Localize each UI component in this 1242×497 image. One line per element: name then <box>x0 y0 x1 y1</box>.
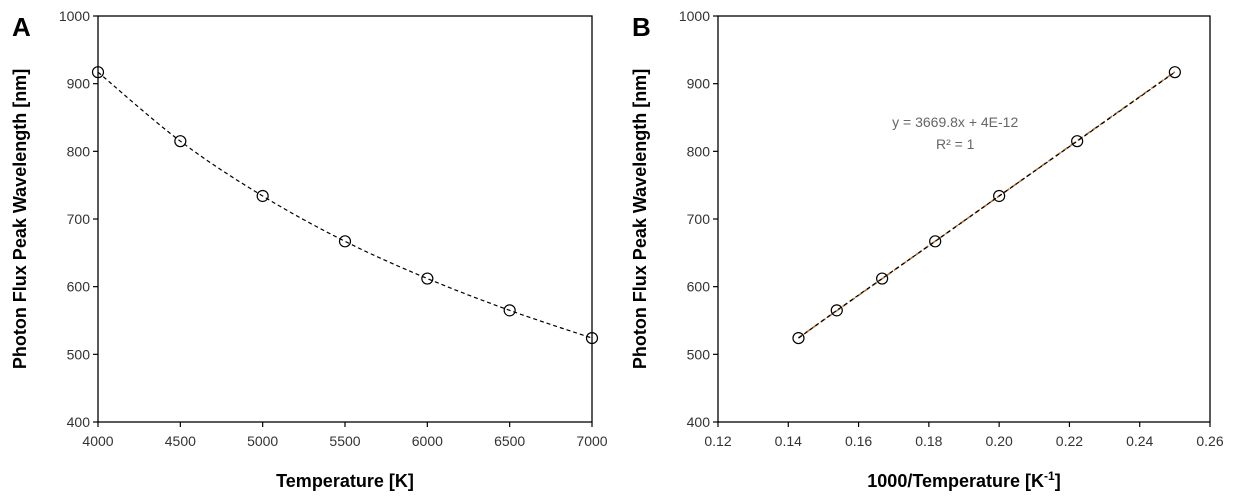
x-tick-label: 0.12 <box>704 433 731 449</box>
data-point <box>993 189 1006 203</box>
y-axis-title: Photon Flux Peak Wavelength [nm] <box>630 69 650 369</box>
x-tick-label: 0.22 <box>1056 433 1083 449</box>
r-squared-label: R² = 1 <box>936 136 975 152</box>
data-point <box>876 272 889 285</box>
y-tick-label: 1000 <box>59 8 90 24</box>
x-axis-title-suffix: ] <box>1055 471 1061 491</box>
plot-area-frame <box>97 15 593 423</box>
y-tick-label: 800 <box>67 143 91 159</box>
panel-label-a: A <box>12 12 31 42</box>
x-tick-label: 0.18 <box>915 433 942 449</box>
series-line <box>97 71 593 339</box>
x-tick-label: 4000 <box>82 433 113 449</box>
x-axis-title-superscript: -1 <box>1044 469 1055 483</box>
x-tick-label: 0.24 <box>1126 433 1153 449</box>
x-tick-label: 0.16 <box>845 433 872 449</box>
y-axis-title: Photon Flux Peak Wavelength [nm] <box>10 69 30 369</box>
y-tick-label: 800 <box>687 143 711 159</box>
data-point <box>585 331 599 345</box>
data-point <box>503 304 516 317</box>
y-tick-label: 1000 <box>679 8 710 24</box>
data-point <box>421 272 434 285</box>
data-point <box>830 304 843 317</box>
data-point <box>792 331 805 345</box>
x-tick-label: 6500 <box>494 433 525 449</box>
x-axis-title: 1000/Temperature [K-1] <box>867 469 1060 491</box>
x-tick-label: 4500 <box>165 433 196 449</box>
x-tick-label: 0.26 <box>1196 433 1223 449</box>
panel-label-b: B <box>632 12 651 42</box>
data-point <box>91 66 105 79</box>
data-point <box>338 235 352 248</box>
trendline-equation: y = 3669.8x + 4E-12 <box>892 114 1018 130</box>
y-tick-label: 500 <box>687 346 711 362</box>
data-point <box>929 235 942 248</box>
x-tick-label: 5500 <box>329 433 360 449</box>
y-tick-label: 700 <box>67 211 91 227</box>
plot-area-frame <box>717 15 1211 423</box>
linear-trendline <box>798 71 1176 339</box>
data-point <box>1168 66 1181 79</box>
y-tick-label: 500 <box>67 346 91 362</box>
y-tick-label: 400 <box>67 414 91 430</box>
chart-panel-a: A 400 500 600 700 800 900 1000 4000 4500 5000 5500… <box>0 0 620 497</box>
y-tick-label: 400 <box>687 414 711 430</box>
chart-b-svg: 400 500 600 700 800 900 1000 0.12 0.14 0.16 0.18 0.… <box>630 8 1224 491</box>
x-axis-title-text: 1000/Temperature [K <box>867 471 1044 491</box>
data-point <box>174 135 187 148</box>
y-tick-label: 900 <box>687 76 711 92</box>
x-tick-label: 5000 <box>247 433 278 449</box>
x-tick-label: 0.14 <box>775 433 802 449</box>
x-axis-title: Temperature [K] <box>276 471 414 491</box>
x-tick-label: 6000 <box>412 433 443 449</box>
chart-panel-b: B 400 500 600 700 800 900 1000 0.12 0.14 0.16 0.18… <box>620 0 1242 497</box>
y-tick-label: 600 <box>67 279 91 295</box>
chart-a-svg: 400 500 600 700 800 900 1000 4000 4500 5000 5500 60… <box>10 8 608 491</box>
x-axis-title-text: Temperature [K] <box>276 471 414 491</box>
x-tick-label: 0.20 <box>986 433 1013 449</box>
y-tick-label: 900 <box>67 76 91 92</box>
data-point <box>1071 135 1084 148</box>
x-tick-label: 7000 <box>576 433 607 449</box>
y-tick-label: 600 <box>687 279 711 295</box>
data-point <box>256 189 269 203</box>
y-tick-label: 700 <box>687 211 711 227</box>
